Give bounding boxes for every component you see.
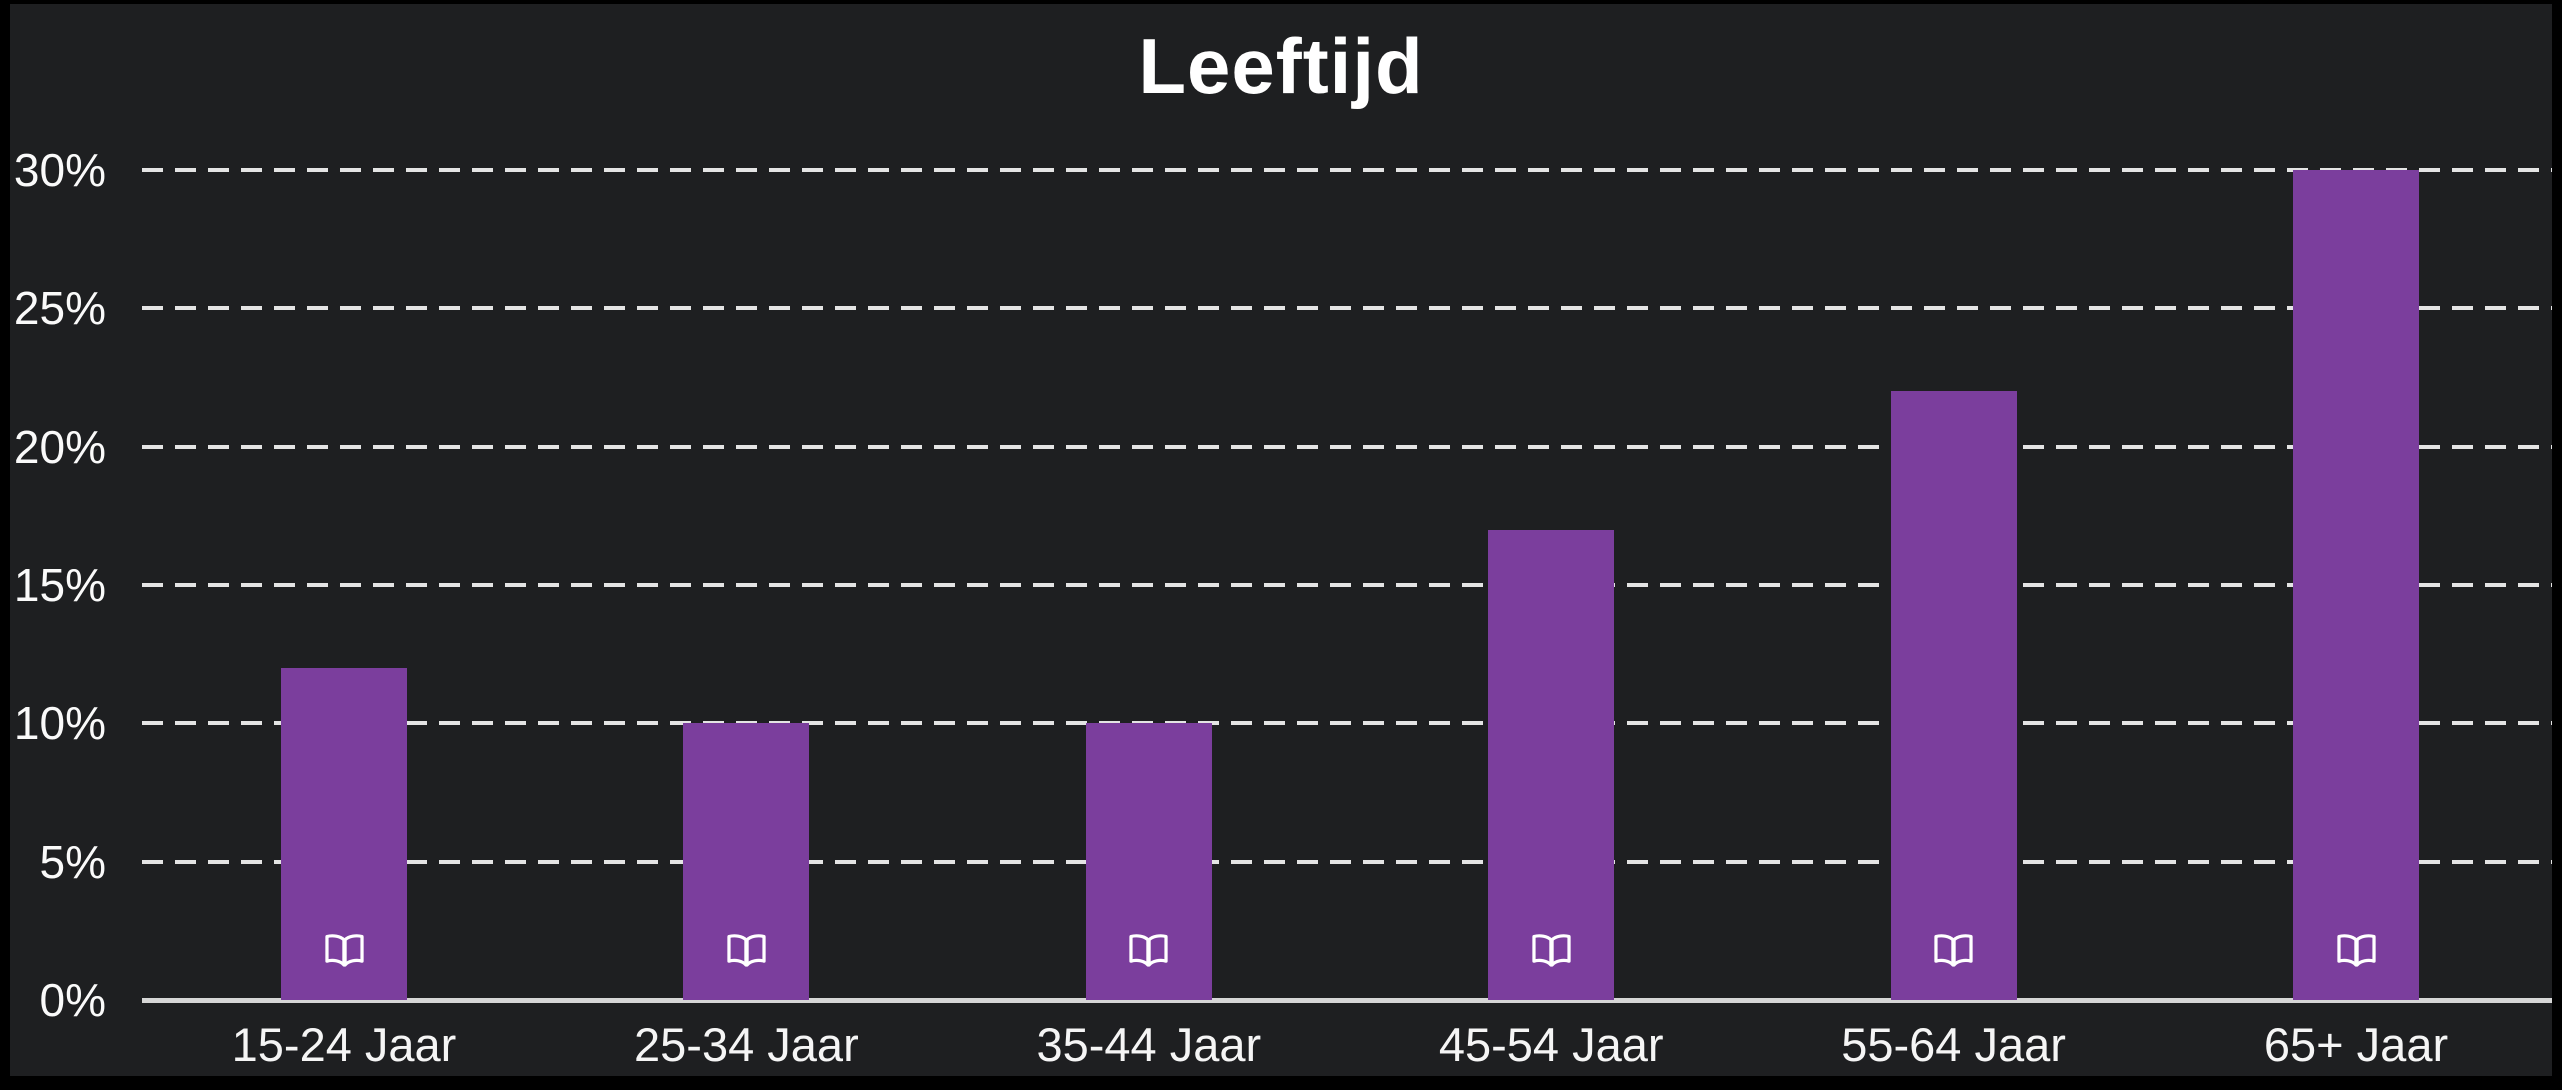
open-book-icon (1532, 934, 1571, 967)
bar-45-54-jaar (1488, 529, 1615, 1000)
bar-55-64-jaar (1890, 391, 2017, 1000)
gridline-20pct (142, 444, 2552, 449)
open-book-icon (1934, 934, 1973, 967)
gridline-30pct (142, 167, 2552, 172)
y-tick-label-25pct: 25% (13, 282, 106, 335)
x-tick-label-5: 55-64 Jaar (1841, 1018, 2066, 1071)
x-tick-label-3: 35-44 Jaar (1036, 1018, 1262, 1071)
y-tick-label-10pct: 10% (13, 697, 106, 750)
y-tick-label-20pct: 20% (13, 420, 106, 473)
y-tick-label-15pct: 15% (13, 558, 106, 611)
gridline-25pct (142, 306, 2552, 311)
y-tick-label-5pct: 5% (39, 835, 106, 888)
gridline-15pct (142, 582, 2552, 587)
open-book-icon (2336, 934, 2376, 967)
open-book-icon (1129, 934, 1168, 967)
x-tick-label-1: 15-24 Jaar (231, 1018, 457, 1071)
chart-frame: Leeftijd 0% 5% 10% 15% 20% 25% 30% 15-24 Jaar 25… (10, 4, 2552, 1076)
x-tick-label-4: 45-54 Jaar (1438, 1018, 1664, 1071)
y-tick-label-0pct: 0% (39, 974, 106, 1026)
y-tick-label-30pct: 30% (13, 143, 106, 196)
chart-title: Leeftijd (1138, 22, 1424, 110)
x-axis-line (142, 998, 2552, 1003)
bar-65+-jaar (2293, 169, 2419, 1000)
x-tick-label-2: 25-34 Jaar (634, 1018, 859, 1071)
open-book-icon (324, 934, 364, 967)
open-book-icon (727, 934, 766, 967)
gridline-5pct (142, 859, 2552, 864)
gridline-10pct (142, 721, 2552, 726)
x-tick-label-6: 65+ Jaar (2263, 1018, 2449, 1071)
